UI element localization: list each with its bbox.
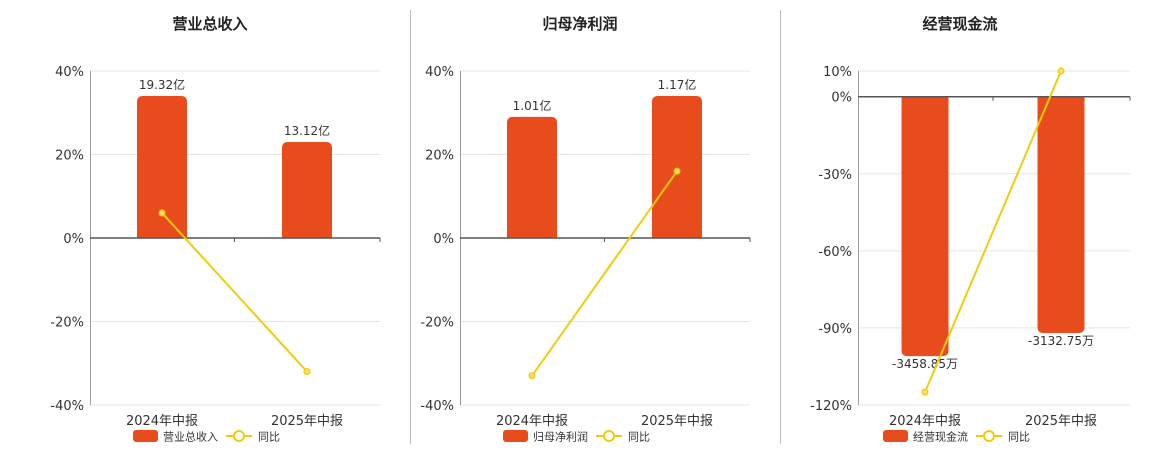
- bar: [282, 141, 332, 238]
- yoy-point: [528, 372, 536, 380]
- yoy-point: [303, 368, 311, 376]
- y-tick-label: -30%: [818, 168, 852, 183]
- yoy-point: [921, 388, 929, 396]
- legend-line-label: 同比: [258, 431, 280, 444]
- legend-line-marker: [233, 430, 245, 442]
- y-tick-label: -40%: [50, 399, 84, 414]
- yoy-point: [1057, 67, 1065, 75]
- legend-bar-label: 经营现金流: [913, 430, 968, 444]
- y-tick-label: -20%: [50, 316, 84, 331]
- bar: [1037, 96, 1085, 334]
- y-tick-label: 20%: [425, 149, 454, 164]
- legend-bar-swatch: [133, 430, 158, 442]
- y-tick-label: -20%: [420, 316, 454, 331]
- legend-line-label: 同比: [628, 431, 650, 444]
- legend-line-marker: [983, 430, 995, 442]
- y-tick-label: 40%: [425, 65, 454, 80]
- yoy-point: [673, 167, 681, 175]
- y-tick-label: 0%: [433, 232, 454, 247]
- bar: [137, 96, 187, 238]
- legend-bar-label: 营业总收入: [163, 430, 218, 444]
- legend-bar-label: 归母净利润: [533, 430, 588, 444]
- x-tick-label: 2024年中报: [496, 414, 568, 429]
- chart-title: 营业总收入: [172, 15, 247, 33]
- x-tick-label: 2024年中报: [126, 414, 198, 429]
- y-tick-label: -60%: [818, 245, 852, 260]
- chart-panel-3: 经营现金流 10% 0% -30% -60% -90% -120% -3458.85万 -313…: [810, 15, 1131, 444]
- chart-title: 经营现金流: [922, 15, 997, 33]
- x-tick-label: 2024年中报: [889, 414, 961, 429]
- y-tick-label: 40%: [55, 65, 84, 80]
- bar-value-label: -3458.85万: [892, 357, 958, 371]
- bar-value-label: 1.17亿: [658, 77, 697, 92]
- bar: [901, 96, 949, 357]
- yoy-point: [158, 209, 166, 217]
- y-tick-label: -90%: [818, 322, 852, 337]
- x-tick-label: 2025年中报: [641, 414, 713, 429]
- y-tick-label: -120%: [810, 399, 852, 414]
- chart-panel-2: 归母净利润 40% 20% 0% -20% -40% 1.01亿 1.17亿 2024年中报 20…: [420, 15, 751, 444]
- legend-line-marker: [603, 430, 615, 442]
- yoy-line: [924, 70, 1062, 393]
- y-tick-label: 20%: [55, 149, 84, 164]
- y-tick-label: -40%: [420, 399, 454, 414]
- bar-value-label: 1.01亿: [513, 98, 552, 113]
- chart-title: 归母净利润: [542, 15, 617, 33]
- chart-panel-1: 营业总收入 40% 20% 0% -20% -40% 19.32亿 13.12亿 2024年中报…: [50, 15, 381, 444]
- y-tick-label: 10%: [823, 65, 852, 80]
- bar-value-label: -3132.75万: [1028, 334, 1094, 348]
- x-tick-label: 2025年中报: [1025, 414, 1097, 429]
- legend-bar-swatch: [883, 430, 908, 442]
- bar-value-label: 13.12亿: [284, 123, 330, 138]
- yoy-line: [161, 212, 308, 373]
- bar: [507, 116, 557, 238]
- y-tick-label: 0%: [831, 91, 852, 106]
- bar: [652, 96, 702, 238]
- x-tick-label: 2025年中报: [271, 414, 343, 429]
- legend-bar-swatch: [503, 430, 528, 442]
- yoy-line: [531, 170, 678, 377]
- y-tick-label: 0%: [63, 232, 84, 247]
- bar-value-label: 19.32亿: [139, 77, 185, 92]
- legend-line-label: 同比: [1008, 431, 1030, 444]
